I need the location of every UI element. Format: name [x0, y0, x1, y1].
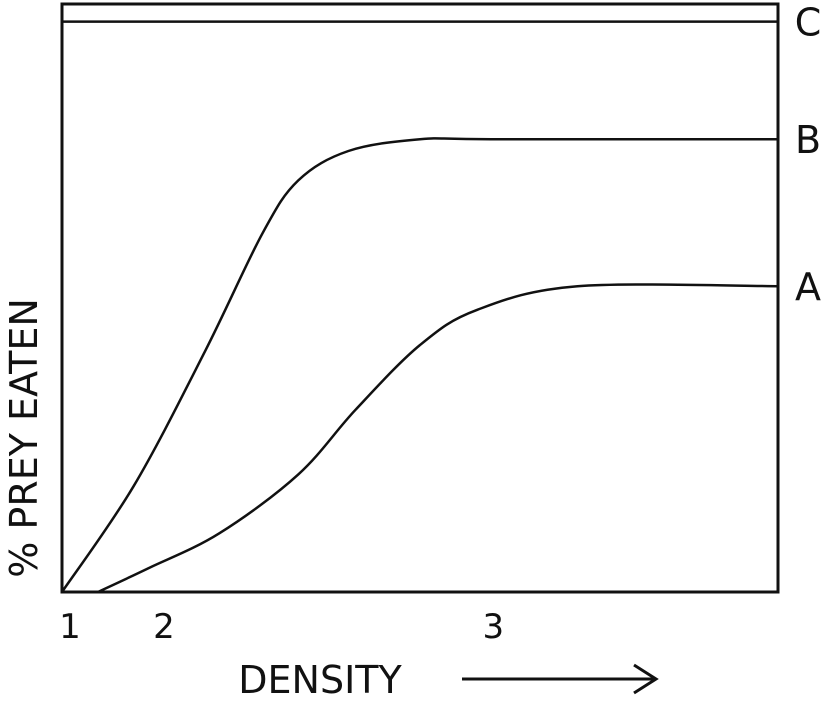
- ticks-layer: 1 2 3: [59, 607, 504, 647]
- plot-frame: [60, 2, 780, 594]
- x-tick-label: 1: [59, 607, 81, 647]
- series-layer: [60, 20, 779, 594]
- series-label-b: B: [795, 118, 821, 162]
- labels-layer: C B A: [795, 1, 822, 310]
- x-tick-label: 2: [153, 607, 175, 647]
- series-label-c: C: [795, 1, 822, 45]
- x-axis-label: DENSITY: [238, 658, 402, 702]
- long-right-arrow-icon: [462, 663, 659, 695]
- y-axis-label: % PREY EATEN: [2, 298, 46, 578]
- series-line-a: [97, 283, 779, 594]
- x-tick-label: 3: [482, 607, 504, 647]
- series-label-a: A: [795, 265, 821, 309]
- series-line-b: [60, 137, 778, 593]
